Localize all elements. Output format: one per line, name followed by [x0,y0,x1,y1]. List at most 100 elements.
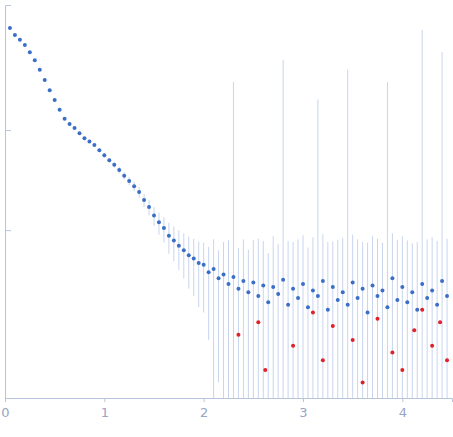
point [117,168,121,172]
error-bar [392,233,393,398]
error-bar [268,253,269,398]
error-bar [233,82,234,398]
error-bar [198,242,199,308]
point [296,296,300,300]
error-bar [273,236,274,398]
error-bar [183,233,184,278]
point [122,174,126,178]
error-bar [243,239,244,398]
point [236,333,240,337]
point [147,205,151,209]
x-tick-label: 0 [1,405,9,420]
error-bar [307,248,308,398]
error-bar [203,243,204,313]
point [400,285,404,289]
point [371,283,375,287]
point [207,270,211,274]
error-bar [208,247,209,340]
point [107,158,111,162]
point [227,282,231,286]
point [137,190,141,194]
point [97,148,101,152]
x-tick-label: 2 [200,405,208,420]
point [261,283,265,287]
plot: 0 1 2 3 4 [1,6,452,431]
error-bar [412,243,413,398]
point [197,261,201,265]
point [321,358,325,362]
point [331,285,335,289]
point [43,78,47,82]
point [58,108,62,112]
error-bar [312,237,313,398]
point [13,33,17,37]
point [306,305,310,309]
x-tick-label: 1 [101,405,109,420]
point [376,294,380,298]
point [217,276,221,280]
point [102,153,106,157]
point [341,290,345,294]
point [425,296,429,300]
error-bar [387,82,388,398]
point [78,131,82,135]
error-bar [422,30,423,398]
point [92,143,96,147]
point [167,234,171,238]
x-tick: 4 [399,398,407,420]
error-bar [442,52,443,398]
point [376,317,380,321]
point [291,287,295,291]
point [157,220,161,224]
error-bar [352,235,353,398]
point [73,126,77,130]
series [8,26,449,398]
error-bar [263,241,264,398]
error-bar [223,242,224,398]
error-bar [178,230,179,270]
point [395,298,399,302]
y-axis [5,6,11,399]
error-bar [372,236,373,398]
point [351,338,355,342]
error-bar [238,248,239,398]
point [256,320,260,324]
point [68,122,72,126]
error-bar [293,242,294,398]
point [415,308,419,312]
point [18,38,22,42]
point [192,257,196,261]
y-tick-mark [5,130,11,131]
point [410,290,414,294]
x-tick: 2 [200,398,208,420]
point [430,288,434,292]
error-bar [332,242,333,398]
point [351,280,355,284]
error-bar [173,226,174,261]
point [187,253,191,257]
point [202,263,206,267]
point [271,285,275,289]
point [412,328,416,332]
point [127,179,131,183]
point [251,280,255,284]
point [440,279,444,283]
x-tick-mark [303,398,304,402]
error-bar [168,223,169,254]
error-bar [432,237,433,398]
point [236,287,240,291]
point [405,300,409,304]
point [263,368,267,372]
x-tick: 3 [299,398,307,420]
error-bar [278,244,279,398]
series [236,308,449,385]
error-bar [362,242,363,398]
point [162,226,166,230]
point [246,290,250,294]
point [177,244,181,248]
point [301,282,305,286]
point [266,300,270,304]
y-tick-mark [5,230,11,231]
error-bar [382,243,383,398]
point [361,287,365,291]
